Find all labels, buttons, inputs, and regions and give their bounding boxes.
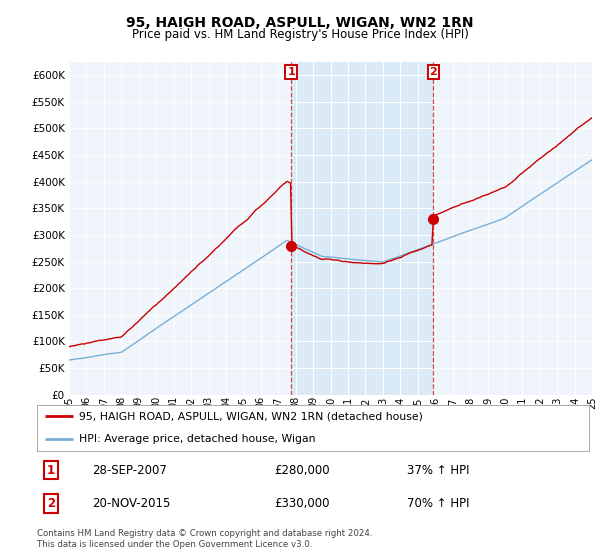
Text: 2: 2: [430, 67, 437, 77]
Text: 37% ↑ HPI: 37% ↑ HPI: [407, 464, 470, 477]
Text: 70% ↑ HPI: 70% ↑ HPI: [407, 497, 470, 510]
Text: 2: 2: [47, 497, 55, 510]
Text: Contains HM Land Registry data © Crown copyright and database right 2024.
This d: Contains HM Land Registry data © Crown c…: [37, 529, 373, 549]
Text: 1: 1: [287, 67, 295, 77]
Text: 28-SEP-2007: 28-SEP-2007: [92, 464, 167, 477]
Text: £330,000: £330,000: [275, 497, 330, 510]
Bar: [292, 62, 433, 395]
Text: £280,000: £280,000: [275, 464, 330, 477]
Text: 1: 1: [47, 464, 55, 477]
Text: Price paid vs. HM Land Registry's House Price Index (HPI): Price paid vs. HM Land Registry's House …: [131, 28, 469, 41]
Text: 95, HAIGH ROAD, ASPULL, WIGAN, WN2 1RN (detached house): 95, HAIGH ROAD, ASPULL, WIGAN, WN2 1RN (…: [79, 412, 422, 421]
Text: 20-NOV-2015: 20-NOV-2015: [92, 497, 171, 510]
Text: 95, HAIGH ROAD, ASPULL, WIGAN, WN2 1RN: 95, HAIGH ROAD, ASPULL, WIGAN, WN2 1RN: [126, 16, 474, 30]
Text: HPI: Average price, detached house, Wigan: HPI: Average price, detached house, Wiga…: [79, 435, 315, 444]
